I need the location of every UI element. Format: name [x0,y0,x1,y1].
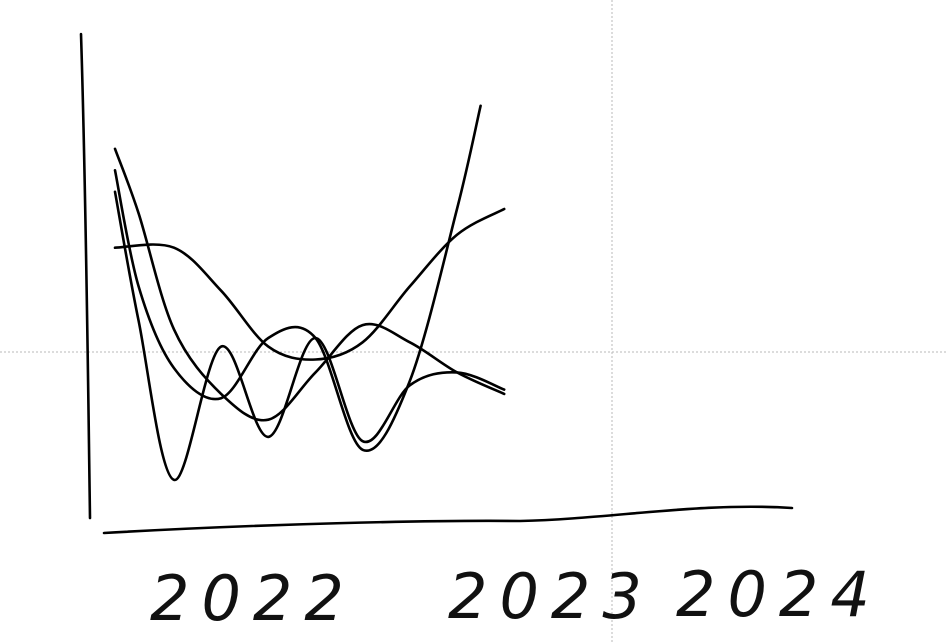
x-axis [102,505,794,535]
series-layer [113,104,506,482]
x-tick-label-2023: 2023 [448,560,654,633]
series-line-4 [113,104,482,452]
x-tick-label-2022: 2022 [150,562,356,635]
series-line-3 [113,207,506,361]
y-axis [79,32,92,520]
series-line-1 [113,147,506,422]
x-tick-label-2024: 2024 [676,558,882,631]
series-line-2 [113,190,506,482]
